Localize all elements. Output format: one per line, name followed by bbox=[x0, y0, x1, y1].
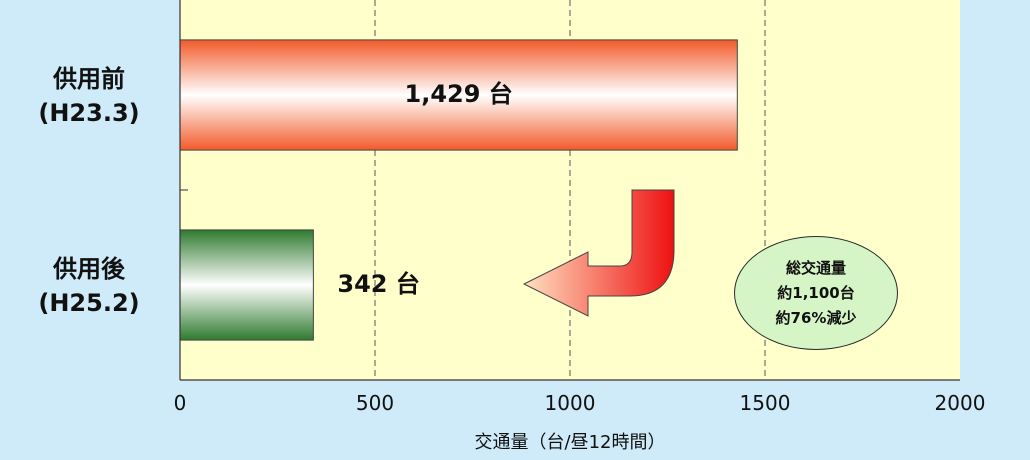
category-before-name: 供用前 bbox=[53, 65, 125, 93]
x-tick-label: 1500 bbox=[740, 391, 791, 415]
category-after-name: 供用後 bbox=[53, 255, 125, 283]
x-tick-label: 2000 bbox=[935, 391, 986, 415]
callout-line-volume: 約1,100台 bbox=[777, 283, 855, 302]
callout-line-reduction: 約76%減少 bbox=[775, 308, 857, 327]
bar-before bbox=[179, 39, 738, 151]
bar-value-label: 342 台 bbox=[337, 270, 419, 298]
category-after-date: (H25.2) bbox=[38, 289, 140, 317]
category-label-before: 供用前 (H23.3) bbox=[0, 62, 178, 130]
bars: 1,429 台 342 台 bbox=[179, 39, 738, 341]
bar-after bbox=[179, 229, 314, 341]
x-axis-label: 交通量（台/昼12時間） bbox=[474, 432, 666, 453]
axes bbox=[179, 0, 960, 381]
category-before-date: (H23.3) bbox=[38, 99, 140, 127]
x-tick-labels: 0 500 1000 1500 2000 bbox=[174, 391, 986, 415]
callout-line-total: 総交通量 bbox=[785, 258, 846, 277]
reduction-arrow-icon bbox=[522, 189, 675, 317]
x-tick-label: 500 bbox=[356, 391, 394, 415]
x-tick-label: 0 bbox=[174, 391, 187, 415]
reduction-callout: 総交通量 約1,100台 約76%減少 bbox=[734, 236, 898, 350]
category-label-after: 供用後 (H25.2) bbox=[0, 252, 178, 320]
x-tick-label: 1000 bbox=[545, 391, 596, 415]
bar-value-label: 1,429 台 bbox=[405, 80, 513, 108]
